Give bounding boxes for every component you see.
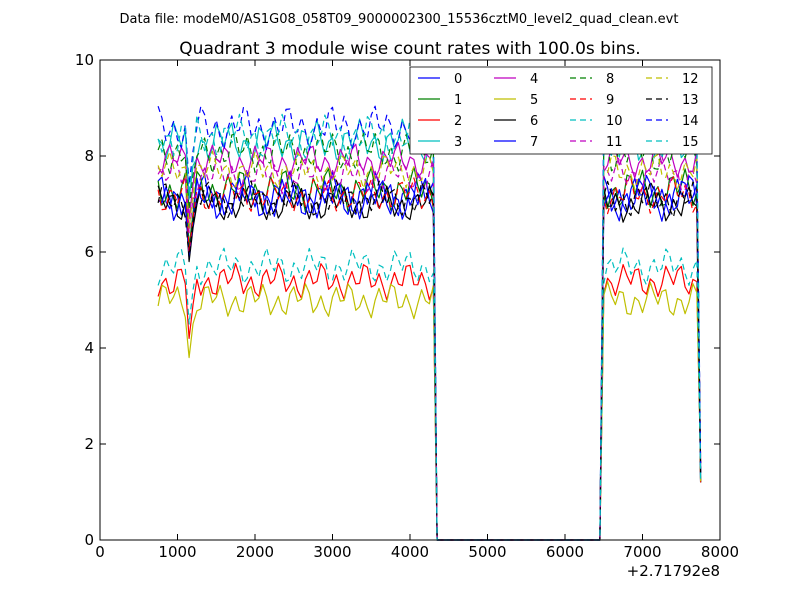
x-tick-labels: 0 1000 2000 3000 4000 5000 6000 7000 8000	[95, 543, 739, 561]
legend-label-3: 3	[454, 135, 462, 150]
legend-label-14: 14	[682, 114, 699, 129]
legend-label-12: 12	[682, 72, 699, 87]
x-offset-label: +2.71792e8	[627, 562, 720, 580]
series-lines	[157, 104, 702, 541]
x-tick-label: 0	[95, 543, 105, 561]
series-line-2	[157, 262, 702, 541]
legend-label-2: 2	[454, 114, 462, 129]
y-tick-label: 6	[84, 243, 94, 261]
legend-frame	[409, 66, 713, 155]
chart-title: Quadrant 3 module wise count rates with …	[179, 39, 640, 59]
y-tick-label: 2	[84, 435, 94, 453]
plot-area	[99, 59, 721, 541]
legend-label-15: 15	[682, 135, 699, 150]
y-tick-label: 8	[84, 147, 94, 165]
y-tick-label: 0	[84, 531, 94, 549]
axes-frame	[99, 59, 721, 541]
x-tick-label: 6000	[546, 543, 584, 561]
y-tick-labels: 0 2 4 6 8 10	[75, 51, 94, 549]
legend-label-10: 10	[606, 114, 623, 129]
x-tick-label: 8000	[701, 543, 739, 561]
legend-label-11: 11	[606, 135, 623, 150]
legend-label-9: 9	[606, 93, 614, 108]
legend-label-1: 1	[454, 93, 462, 108]
y-tick-label: 10	[75, 51, 94, 69]
y-tick-label: 4	[84, 339, 94, 357]
series-line-13	[157, 179, 702, 541]
series-line-5	[157, 281, 702, 541]
series-line-11	[157, 155, 702, 541]
series-line-10	[157, 247, 702, 541]
legend-label-13: 13	[682, 93, 699, 108]
suptitle: Data file: modeM0/AS1G08_058T09_90000023…	[120, 12, 679, 27]
x-tick-label: 3000	[313, 543, 351, 561]
series-line-12	[157, 150, 702, 541]
legend-label-0: 0	[454, 72, 462, 87]
series-line-7	[157, 177, 702, 541]
legend-label-4: 4	[530, 72, 538, 87]
x-tick-label: 5000	[468, 543, 506, 561]
x-tick-label: 4000	[391, 543, 429, 561]
series-line-8	[157, 127, 702, 541]
x-tick-label: 1000	[158, 543, 196, 561]
x-tick-label: 7000	[623, 543, 661, 561]
legend-label-7: 7	[530, 135, 538, 150]
legend-label-8: 8	[606, 72, 614, 87]
series-line-9	[157, 174, 702, 541]
x-tick-label: 2000	[236, 543, 274, 561]
legend-label-5: 5	[530, 93, 538, 108]
legend-label-6: 6	[530, 114, 538, 129]
